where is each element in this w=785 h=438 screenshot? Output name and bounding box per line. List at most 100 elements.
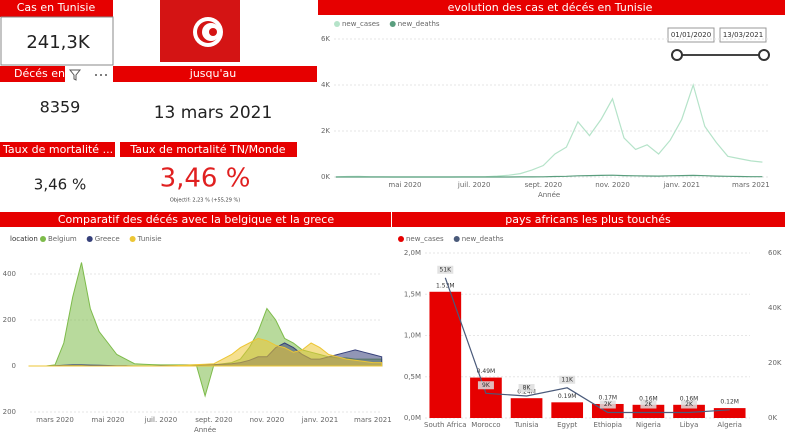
data-label: 9K [482, 382, 491, 389]
data-label-bg [518, 384, 535, 392]
x-tick-label: South Africa [424, 421, 467, 429]
y-tick-label: 400 [3, 270, 16, 278]
y-tick-label: 60K [768, 249, 782, 257]
y-tick-label: 1,0M [404, 332, 421, 340]
x-tick-label: Tunisia [514, 421, 539, 429]
bar [551, 402, 584, 418]
header-bar [392, 212, 785, 227]
data-label: 0.16M [639, 395, 658, 402]
y-tick-label: 200 [3, 316, 16, 324]
series-area [28, 262, 383, 398]
legend-label: new_cases [342, 20, 380, 28]
x-tick-label: mars 2021 [354, 416, 392, 424]
data-label: 0.16M [680, 395, 699, 402]
data-label: 2K [685, 401, 694, 408]
x-tick-label: Nigeria [636, 421, 661, 429]
chart-title: Comparatif des décés avec la belgique et… [58, 213, 334, 226]
slider-handle[interactable] [758, 49, 770, 61]
legend-swatch [398, 236, 404, 242]
data-label: 2K [645, 401, 654, 408]
header-bar [0, 212, 391, 227]
data-label: 1.53M [436, 282, 455, 289]
header-bar [318, 0, 785, 15]
x-tick-label: janv. 2021 [301, 416, 339, 424]
card-title: Décés en [14, 67, 65, 80]
header-bar [120, 142, 297, 157]
x-tick-label: Algeria [717, 421, 742, 429]
data-label: 0.17M [599, 394, 618, 401]
x-tick-label: sept. 2020 [195, 416, 232, 424]
filter-icon[interactable] [65, 66, 113, 82]
x-tick-label: juil. 2020 [144, 416, 178, 424]
x-axis-title: Année [194, 426, 216, 434]
legend-swatch [453, 236, 460, 242]
data-label: 0.19M [558, 393, 577, 400]
bar [713, 408, 746, 418]
kpi-value: 3,46 % [160, 164, 251, 194]
card-value: 8359 [40, 98, 81, 117]
data-label-bg [681, 400, 698, 409]
card-value: 13 mars 2021 [154, 103, 273, 123]
x-axis-title: Année [538, 191, 560, 199]
legend-label: Tunisie [137, 235, 162, 243]
y-tick-label: 20K [768, 359, 782, 367]
legend-label: Greece [95, 235, 120, 243]
y-tick-label: 0K [321, 173, 330, 181]
slicer-end: 13/03/2021 [723, 31, 763, 39]
kpi-goal: Objectif: 2,23 % (+55,29 %) [170, 198, 240, 204]
x-tick-label: nov. 2020 [250, 416, 285, 424]
x-tick-label: mai 2020 [91, 416, 124, 424]
series-area [28, 337, 383, 367]
legend-label: Belgium [48, 235, 77, 243]
y-tick-label: 6K [321, 35, 330, 43]
slicer-start: 01/01/2020 [671, 31, 711, 39]
legend-label: new_deaths [398, 20, 440, 28]
bar [510, 398, 543, 418]
chart-title: evolution des cas et décés en Tunisie [448, 1, 653, 14]
data-label: 11K [561, 376, 574, 383]
data-label: 0.12M [720, 399, 739, 406]
legend-swatch [334, 21, 340, 27]
legend-label: new_deaths [462, 235, 504, 243]
card-title: Taux de mortalité TN/Monde [129, 143, 285, 156]
data-label-bg [477, 381, 494, 390]
y-tick-label: 200 [3, 408, 16, 416]
y-tick-label: 40K [768, 304, 782, 312]
x-tick-label: Egypt [557, 421, 577, 429]
y-tick-label: 0 [12, 362, 16, 370]
bar [429, 291, 462, 418]
y-tick-label: 0,5M [404, 373, 421, 381]
x-tick-label: sept. 2020 [525, 181, 562, 189]
x-tick-label: nov. 2020 [595, 181, 630, 189]
y-tick-label: 2,0M [404, 249, 421, 257]
flag [160, 0, 240, 62]
chart-title: pays africans les plus touchés [505, 213, 671, 226]
x-tick-label: Libya [680, 421, 699, 429]
data-label: 51K [440, 266, 453, 273]
x-tick-label: mai 2020 [388, 181, 421, 189]
legend-label: new_cases [406, 235, 444, 243]
card-border[interactable] [0, 16, 114, 66]
legend-swatch [86, 236, 93, 242]
y-tick-label: 1,5M [404, 290, 421, 298]
data-label: 0.24M [517, 389, 536, 396]
slider-handle[interactable] [671, 49, 683, 61]
card-value: 241,3K [26, 32, 91, 53]
y-tick-label: 4K [321, 81, 330, 89]
x-tick-label: Ethiopia [594, 421, 623, 429]
series-line [335, 174, 763, 178]
data-label: 0.49M [477, 368, 496, 375]
x-tick-label: mars 2021 [732, 181, 770, 189]
y-tick-label: 0K [768, 414, 777, 422]
y-tick-label: 2K [321, 127, 330, 135]
card-value: 3,46 % [34, 176, 86, 194]
legend-swatch [40, 236, 46, 242]
data-label: 2K [604, 401, 613, 408]
card-title: Taux de mortalité ... [2, 143, 113, 156]
x-tick-label: janv. 2021 [662, 181, 700, 189]
legend-swatch [129, 236, 136, 242]
header-bar [0, 142, 115, 157]
data-label-bg [640, 400, 657, 409]
